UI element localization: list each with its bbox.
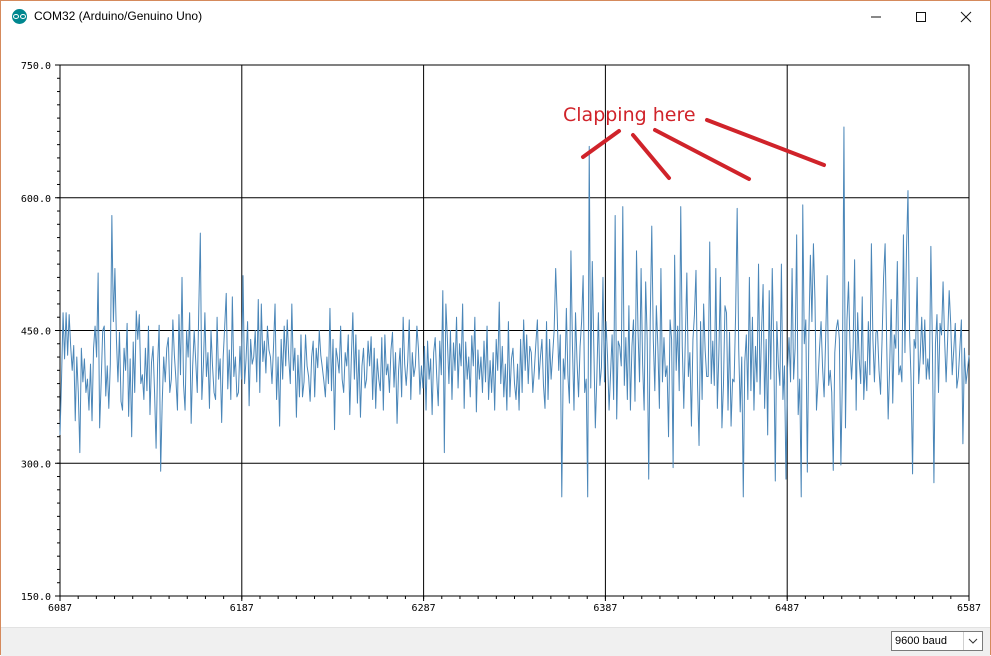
annotation-arrow <box>581 129 621 159</box>
y-tick-label: 300.0 <box>21 459 51 470</box>
baud-rate-value: 9600 baud <box>895 635 947 647</box>
data-layer <box>59 126 970 498</box>
maximize-button[interactable] <box>898 1 944 32</box>
maximize-icon <box>916 11 926 22</box>
serial-plot-chart: 6087 6187 6287 6387 6487 6587 150.0 300.0 450.0 6… <box>21 61 981 614</box>
data-series-line <box>59 126 970 498</box>
y-tick-label: 600.0 <box>21 194 51 205</box>
y-tick-label: 150.0 <box>21 592 51 603</box>
bottom-toolbar: 9600 baud <box>1 627 990 656</box>
chevron-down-icon[interactable] <box>963 632 982 650</box>
title-bar[interactable]: COM32 (Arduino/Genuino Uno) <box>1 1 990 32</box>
arduino-icon <box>12 9 27 24</box>
x-tick-label: 6087 <box>48 603 72 614</box>
annotation-arrow <box>653 128 751 181</box>
minimize-button[interactable] <box>853 1 899 32</box>
y-tick-label: 450.0 <box>21 327 51 338</box>
x-tick-label: 6487 <box>775 603 799 614</box>
close-button[interactable] <box>943 1 989 32</box>
axis-layer: 6087 6187 6287 6387 6487 6587 150.0 300.0 450.0 6… <box>21 61 981 614</box>
plot-area: 6087 6187 6287 6387 6487 6587 150.0 300.0 450.0 6… <box>1 32 990 627</box>
annotation-text: Clapping here <box>563 104 696 126</box>
grid-layer <box>59 64 970 597</box>
y-tick-label: 750.0 <box>21 61 51 72</box>
window-title: COM32 (Arduino/Genuino Uno) <box>34 9 203 23</box>
x-tick-label: 6387 <box>593 603 617 614</box>
annotation-arrow <box>705 118 826 167</box>
baud-rate-select[interactable]: 9600 baud <box>891 631 983 651</box>
x-tick-label: 6587 <box>957 603 981 614</box>
minimize-icon <box>871 16 881 17</box>
annotation-layer: Clapping here <box>563 104 826 181</box>
annotation-arrow <box>631 133 671 180</box>
x-tick-label: 6187 <box>230 603 254 614</box>
x-tick-label: 6287 <box>412 603 436 614</box>
close-icon <box>960 11 972 22</box>
